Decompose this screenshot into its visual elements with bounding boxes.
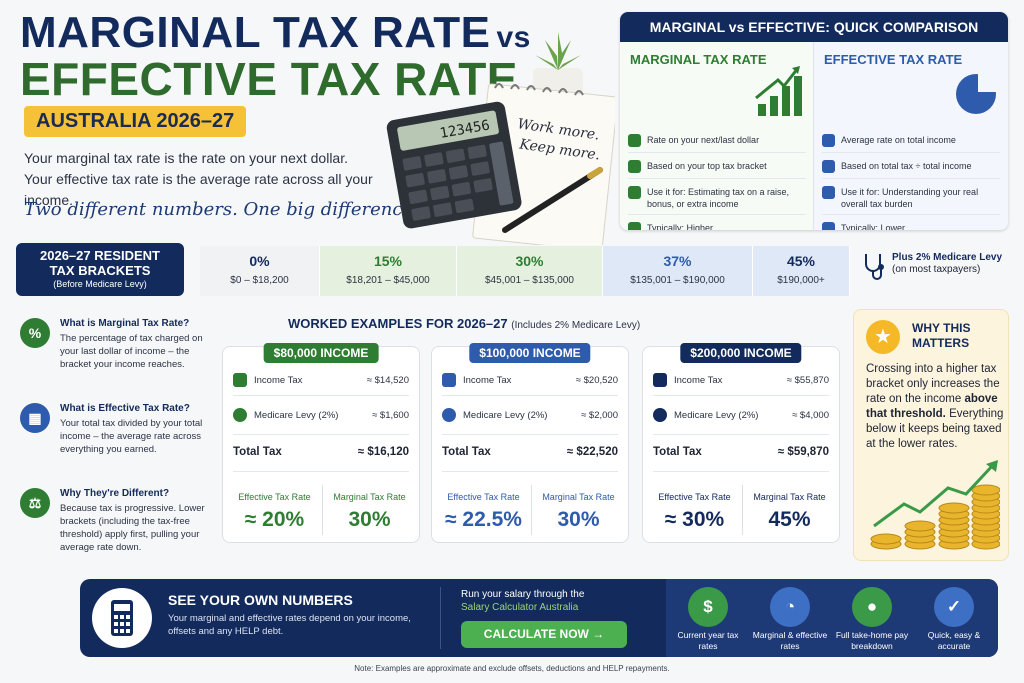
feature-take-home: ● Full take-home pay breakdown xyxy=(832,587,912,652)
medicare-note: Plus 2% Medicare Levy (on most taxpayers) xyxy=(862,252,1012,280)
title-vs: vs xyxy=(496,21,531,54)
stethoscope-icon xyxy=(865,254,884,280)
effective-rate-value: ≈ 20% xyxy=(244,508,305,531)
arrow-right-icon: → xyxy=(592,627,605,641)
thumbs-up-icon xyxy=(628,222,641,230)
effective-row-1: Average rate on total income xyxy=(822,134,1002,147)
effective-rate-value: ≈ 30% xyxy=(664,508,725,531)
card-heading: $200,000 INCOME xyxy=(680,343,802,363)
bracket-37: 37% $135,001 – $190,000 xyxy=(603,246,753,296)
salary-calculator-link[interactable]: Salary Calculator Australia xyxy=(461,602,579,613)
bracket-45: 45% $190,000+ xyxy=(753,246,850,296)
marginal-rate-value: 45% xyxy=(768,508,811,531)
comparison-title: MARGINAL vs EFFECTIVE: QUICK COMPARISON xyxy=(620,12,1008,42)
explainer-effective: ▦ What is Effective Tax Rate? Your total… xyxy=(20,403,210,473)
year-badge: AUSTRALIA 2026–27 xyxy=(24,106,247,137)
heart-icon xyxy=(653,408,667,422)
document-icon xyxy=(822,186,835,199)
calculator-icon: 123456 xyxy=(386,101,522,229)
banner-heading: SEE YOUR OWN NUMBERS xyxy=(168,592,353,608)
title-line-1: MARGINAL TAX RATE vs xyxy=(20,8,531,57)
calculator-notepad-illustration: Work more. Keep more. 123456 xyxy=(386,32,615,245)
globe-icon xyxy=(822,160,835,173)
card-heading: $100,000 INCOME xyxy=(469,343,591,363)
brackets-strip: 0% $0 – $18,200 15% $18,201 – $45,000 30% $… xyxy=(200,246,850,296)
effective-rate-value: ≈ 22.5% xyxy=(445,508,522,531)
bracket-15: 15% $18,201 – $45,000 xyxy=(320,246,457,296)
bracket-icon xyxy=(628,160,641,173)
bracket-0: 0% $0 – $18,200 xyxy=(200,246,320,296)
percent-icon: % xyxy=(20,318,50,348)
calculate-now-button[interactable]: CALCULATE NOW → xyxy=(461,621,627,648)
pie-chart-icon xyxy=(956,72,998,114)
medicare-line-2: (on most taxpayers) xyxy=(892,264,981,275)
feature-rates: ◔ Marginal & effective rates xyxy=(750,587,830,652)
heart-icon xyxy=(442,408,456,422)
card-heading: $80,000 INCOME xyxy=(263,343,379,363)
document-icon xyxy=(442,373,456,387)
medicare-line-1: Plus 2% Medicare Levy xyxy=(892,252,1003,263)
coins-icon xyxy=(628,186,641,199)
document-icon xyxy=(653,373,667,387)
document-icon xyxy=(233,373,247,387)
intro-text: Your marginal tax rate is the rate on yo… xyxy=(24,148,404,211)
effective-row-2: Based on total tax ÷ total income xyxy=(822,160,1002,173)
pen-icon xyxy=(502,167,603,233)
dollar-tag-icon xyxy=(628,134,641,147)
example-card-80k: $80,000 INCOME Income Tax ≈ $14,520 Medic… xyxy=(222,343,420,543)
comparison-card: MARGINAL vs EFFECTIVE: QUICK COMPARISON … xyxy=(620,12,1008,230)
feature-quick: ✓ Quick, easy & accurate xyxy=(914,587,994,652)
heart-icon xyxy=(233,408,247,422)
tagline: Two different numbers. One big differenc… xyxy=(24,199,419,220)
effective-row-3: Use it for: Understanding your real over… xyxy=(822,186,1002,210)
marginal-title: MARGINAL TAX RATE xyxy=(630,52,767,67)
pie-chart-icon: ◔ xyxy=(770,587,810,627)
marginal-rate-value: 30% xyxy=(348,508,391,531)
example-card-100k: $100,000 INCOME Income Tax ≈ $20,520 Medi… xyxy=(431,343,629,543)
effective-column: EFFECTIVE TAX RATE Average rate on total… xyxy=(814,42,1008,230)
effective-row-4: Typically: Lower xyxy=(822,222,1002,230)
calculator-small-icon: ▦ xyxy=(20,403,50,433)
explainer-difference: ⚖ Why They're Different? Because tax is … xyxy=(20,488,210,578)
explainer-marginal: % What is Marginal Tax Rate? The percent… xyxy=(20,318,210,388)
brackets-label: 2026–27 RESIDENT TAX BRACKETS (Before Me… xyxy=(16,243,184,296)
calculator-icon xyxy=(92,588,152,648)
coin-stacks-growth-icon xyxy=(870,460,1000,550)
thermometer-icon xyxy=(822,222,835,230)
intro-line-1: Your marginal tax rate is the rate on yo… xyxy=(24,150,348,166)
marginal-row-2: Based on your top tax bracket xyxy=(628,160,808,173)
examples-title: WORKED EXAMPLES FOR 2026–27 (Includes 2%… xyxy=(288,316,641,331)
rising-bars-icon xyxy=(755,66,802,116)
marginal-rate-value: 30% xyxy=(557,508,600,531)
feature-tax-rates: $ Current year tax rates xyxy=(668,587,748,652)
marginal-column: MARGINAL TAX RATE Rate on your next/last… xyxy=(620,42,814,230)
person-icon: ● xyxy=(852,587,892,627)
footnote: Note: Examples are approximate and exclu… xyxy=(354,664,670,673)
title-line-2: EFFECTIVE TAX RATE xyxy=(20,53,518,105)
run-text: Run your salary through the xyxy=(461,589,585,600)
marginal-row-4: Typically: Higher xyxy=(628,222,808,230)
marginal-row-3: Use it for: Estimating tax on a raise, b… xyxy=(628,186,808,210)
why-body: Crossing into a higher tax bracket only … xyxy=(866,363,1004,450)
check-icon: ✓ xyxy=(934,587,974,627)
banner-body: Your marginal and effective rates depend… xyxy=(168,613,411,637)
cta-banner: SEE YOUR OWN NUMBERS Your marginal and e… xyxy=(80,579,998,657)
money-bag-icon: $ xyxy=(688,587,728,627)
bracket-30: 30% $45,001 – $135,000 xyxy=(457,246,603,296)
bank-icon xyxy=(822,134,835,147)
plant-icon xyxy=(535,32,581,70)
example-card-200k: $200,000 INCOME Income Tax ≈ $55,870 Medi… xyxy=(642,343,840,543)
effective-title: EFFECTIVE TAX RATE xyxy=(824,52,963,67)
why-it-matters-panel: ★ WHY THIS MATTERS Crossing into a higher… xyxy=(853,309,1009,561)
feature-list: $ Current year tax rates ◔ Marginal & effe… xyxy=(666,579,998,657)
intro-line-2: Your effective tax rate is the average r… xyxy=(24,171,373,208)
scales-icon: ⚖ xyxy=(20,488,50,518)
marginal-row-1: Rate on your next/last dollar xyxy=(628,134,808,147)
star-icon: ★ xyxy=(866,320,900,354)
